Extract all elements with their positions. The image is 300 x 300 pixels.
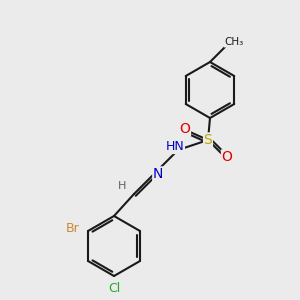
Text: Cl: Cl bbox=[108, 281, 120, 295]
Text: O: O bbox=[222, 150, 232, 164]
Text: HN: HN bbox=[166, 140, 184, 154]
Text: Br: Br bbox=[66, 223, 80, 236]
Text: N: N bbox=[153, 167, 163, 181]
Text: H: H bbox=[118, 181, 126, 191]
Text: CH₃: CH₃ bbox=[224, 37, 244, 47]
Text: O: O bbox=[180, 122, 190, 136]
Text: S: S bbox=[204, 133, 212, 147]
